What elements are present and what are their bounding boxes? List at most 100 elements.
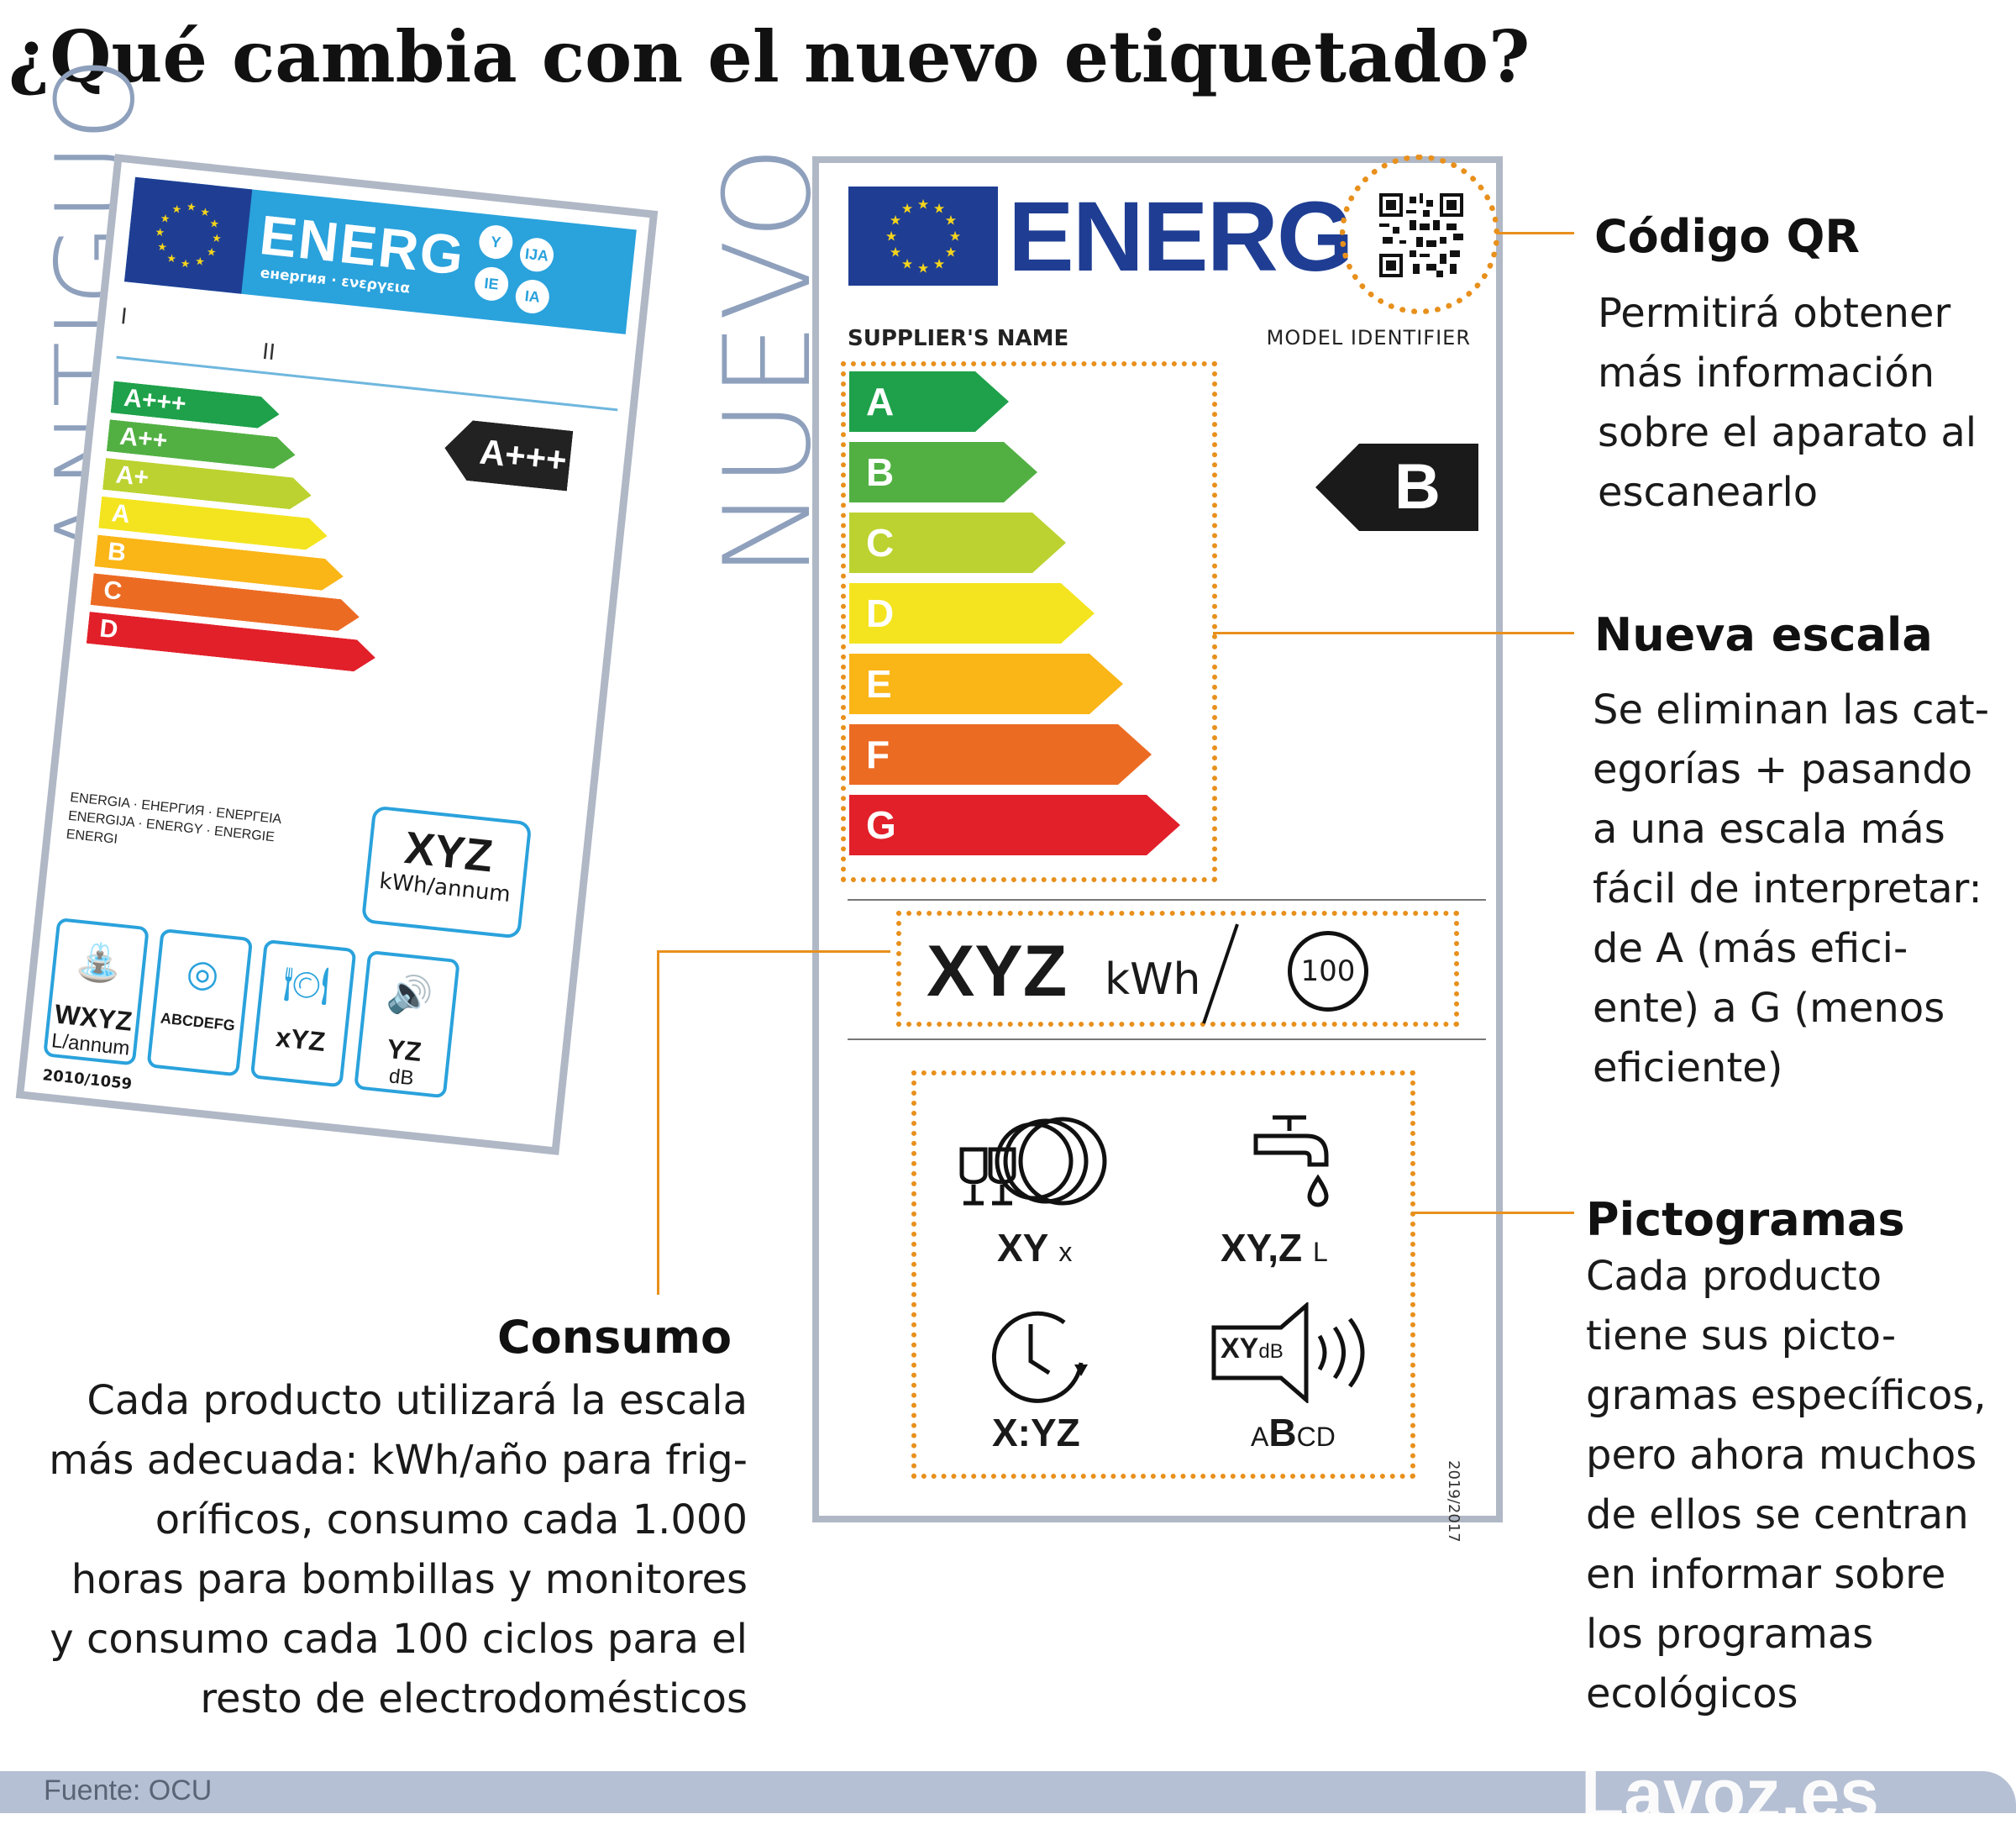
- text-line: a una escala más: [1593, 806, 1945, 853]
- eu-star-icon: ★: [890, 213, 901, 229]
- cycles-value: 100: [1300, 954, 1356, 988]
- footer-bar: [0, 1771, 2016, 1813]
- noise-classes: ABCD: [1251, 1411, 1336, 1454]
- consumption-heading: Consumo: [497, 1311, 732, 1364]
- old-pictogram: 🍽 xYZ: [249, 939, 357, 1088]
- new-energy-label: ★ ★ ★ ★ ★ ★ ★ ★ ★ ★ ★ ★ ENERG SUPPLIER'S NAME MODEL…: [812, 155, 1503, 1543]
- new-class-bar: E: [849, 654, 1123, 714]
- new-regulation: 2019/2017: [1445, 1460, 1462, 1543]
- duration-clock-icon: [992, 1311, 1088, 1403]
- old-roman-2: II: [260, 339, 276, 366]
- text-line: horas para bombillas y monitores: [71, 1556, 748, 1603]
- eu-star-icon: ★: [933, 201, 945, 217]
- text-line: Se eliminan las cat-: [1593, 686, 1990, 733]
- text-line: eficiente): [1593, 1044, 1783, 1091]
- old-pictogram: 🔊 YZ dB: [354, 949, 460, 1099]
- text-line: escanearlo: [1598, 469, 1819, 516]
- eu-star-icon: ★: [156, 241, 167, 255]
- eu-star-icon: ★: [890, 244, 901, 260]
- new-class-bar: A: [849, 371, 1009, 432]
- old-roman-1: I: [119, 303, 129, 330]
- eu-star-icon: ★: [194, 255, 205, 269]
- water-value: XY,Z L: [1221, 1226, 1328, 1270]
- eu-star-icon: ★: [155, 226, 165, 239]
- text-line: más adecuada: kWh/año para frig-: [49, 1437, 748, 1484]
- text-line: pero ahora muchos: [1586, 1432, 1977, 1479]
- divider: [848, 1038, 1486, 1040]
- water-tap-icon: [1253, 1115, 1329, 1207]
- consumption-connector-h: [657, 950, 890, 953]
- duration-value: X:YZ: [992, 1411, 1080, 1454]
- text-line: ente) a G (menos: [1593, 985, 1945, 1032]
- consumption-unit: kWh: [1105, 954, 1201, 1005]
- divider: [848, 899, 1486, 901]
- text-line: egorías + pasando: [1593, 746, 1973, 793]
- text-line: y consumo cada 100 ciclos para el: [50, 1616, 748, 1663]
- old-circle-y: Y: [477, 223, 515, 261]
- old-pictogram: ⛲ WXYZ L/annum: [43, 917, 150, 1066]
- eu-star-icon: ★: [885, 229, 897, 244]
- consumption-connector-v: [657, 950, 659, 1295]
- text-line: más información: [1598, 350, 1935, 397]
- old-circle-ia: IA: [513, 278, 551, 315]
- model-identifier: MODEL IDENTIFIER: [1266, 326, 1471, 350]
- old-circle-ija: IJA: [518, 236, 556, 274]
- old-class-arrow: A+++: [442, 418, 574, 491]
- new-class-arrow: B: [1315, 444, 1478, 531]
- text-line: Permitirá obtener: [1598, 290, 1951, 337]
- text-line: de ellos se centran: [1586, 1491, 1969, 1538]
- eu-star-icon: ★: [933, 256, 945, 272]
- text-line: los programas: [1586, 1611, 1874, 1658]
- new-class-bar: D: [849, 583, 1095, 644]
- text-line: Cada producto: [1586, 1253, 1882, 1300]
- consumption-description: Cada producto utilizará la escala más ade…: [17, 1371, 748, 1729]
- text-line: ecológicos: [1586, 1670, 1798, 1717]
- scale-description: Se eliminan las cat-egorías + pasando a u…: [1593, 681, 1989, 1098]
- pictogram-connector: [1411, 1212, 1574, 1214]
- text-line: tiene sus picto-: [1586, 1312, 1897, 1359]
- old-energy-label: ★ ★ ★ ★ ★ ★ ★ ★ ★ ★ ★ ★ ENERG енергия · ενεργεια Y …: [15, 154, 659, 1155]
- eu-flag-icon: ★ ★ ★ ★ ★ ★ ★ ★ ★ ★ ★ ★: [124, 176, 253, 294]
- new-class-bar: C: [849, 513, 1066, 573]
- pictogram-description: Cada producto tiene sus picto-gramas espe…: [1586, 1247, 1987, 1724]
- qr-description: Permitirá obtener más información sobre el…: [1598, 284, 1977, 523]
- qr-highlight-ring: [1340, 155, 1499, 314]
- eu-star-icon: ★: [180, 258, 191, 271]
- noise-value: XYdB: [1221, 1333, 1284, 1364]
- drying-icon: ◎: [184, 951, 222, 996]
- new-class-bar: F: [849, 724, 1152, 785]
- eu-star-icon: ★: [945, 244, 957, 260]
- text-line: oríficos, consumo cada 1.000: [155, 1496, 748, 1543]
- old-consumption-box: XYZ kWh/annum: [360, 805, 533, 939]
- eu-star-icon: ★: [186, 201, 197, 214]
- qr-heading: Código QR: [1594, 210, 1860, 263]
- new-class-bar: G: [849, 795, 1180, 855]
- dishes-icon: [959, 1117, 1107, 1206]
- eu-star-icon: ★: [949, 229, 961, 244]
- text-line: Cada producto utilizará la escala: [87, 1377, 748, 1424]
- scale-heading: Nueva escala: [1594, 608, 1933, 661]
- text-line: resto de electrodomésticos: [200, 1675, 748, 1722]
- source-credit: Fuente: OCU: [44, 1775, 213, 1806]
- old-regulation: 2010/1059: [41, 1066, 134, 1094]
- old-pictogram-value: xYZ: [274, 1022, 327, 1057]
- old-languages: ENERGIA · ЕНЕРГИЯ · ΕΝΕΡΓΕΙΑ ENERGIJA · …: [65, 790, 282, 847]
- pictogram-highlight-box: XY x XY,Z L X:YZ XYdB ABCD: [911, 1070, 1415, 1479]
- new-class-bar: B: [849, 442, 1037, 502]
- consumption-value: XYZ: [927, 931, 1068, 1012]
- eu-flag-icon: ★ ★ ★ ★ ★ ★ ★ ★ ★ ★ ★ ★: [848, 187, 998, 286]
- eu-star-icon: ★: [166, 252, 177, 266]
- old-pictogram-value: ABCDEFG: [160, 1009, 236, 1034]
- eu-star-icon: ★: [206, 246, 217, 260]
- consumption-highlight-box: XYZ kWh 100: [896, 911, 1459, 1027]
- text-line: fácil de interpretar:: [1593, 865, 1982, 912]
- dishes-icon: 🍽: [281, 961, 333, 1008]
- supplier-name: SUPPLIER'S NAME: [848, 326, 1069, 351]
- text-line: sobre el aparato al: [1598, 409, 1977, 456]
- text-line: en informar sobre: [1586, 1551, 1946, 1598]
- old-label-header: ★ ★ ★ ★ ★ ★ ★ ★ ★ ★ ★ ★ ENERG енергия · ενεργεια Y …: [124, 176, 637, 334]
- eu-star-icon: ★: [200, 206, 211, 219]
- speaker-icon: 🔊: [385, 972, 435, 1019]
- eu-star-icon: ★: [211, 232, 222, 245]
- eu-star-icon: ★: [945, 213, 957, 229]
